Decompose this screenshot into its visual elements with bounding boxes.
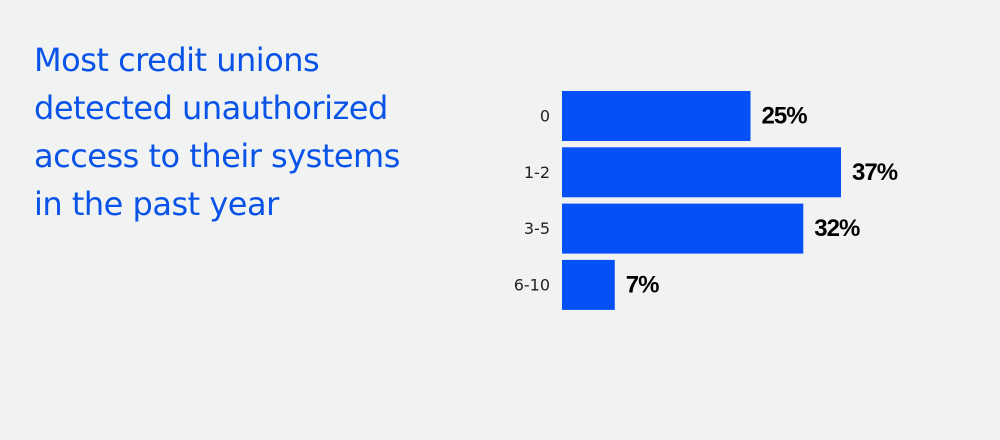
chart-title-line-2: detected unauthorized — [34, 89, 388, 127]
chart-title-line-4: in the past year — [34, 185, 279, 223]
bar-0 — [562, 91, 751, 141]
bar-6-10 — [562, 259, 615, 310]
category-label-3-5: 3-5 — [524, 219, 550, 238]
category-label-1-2: 1-2 — [524, 163, 550, 182]
value-label-3-5: 32% — [814, 215, 860, 242]
value-label-0: 25% — [762, 103, 808, 130]
chart-title-line-1: Most credit unions — [34, 41, 320, 79]
value-label-6-10: 7% — [626, 271, 659, 298]
chart-title-line-3: access to their systems — [34, 137, 400, 175]
bar-1-2 — [562, 147, 841, 198]
bar-3-5 — [562, 203, 804, 254]
value-label-1-2: 37% — [852, 159, 898, 186]
category-label-0: 0 — [540, 107, 550, 126]
chart-title: Most credit unions detected unauthorized… — [34, 36, 464, 228]
category-label-6-10: 6-10 — [514, 275, 550, 294]
